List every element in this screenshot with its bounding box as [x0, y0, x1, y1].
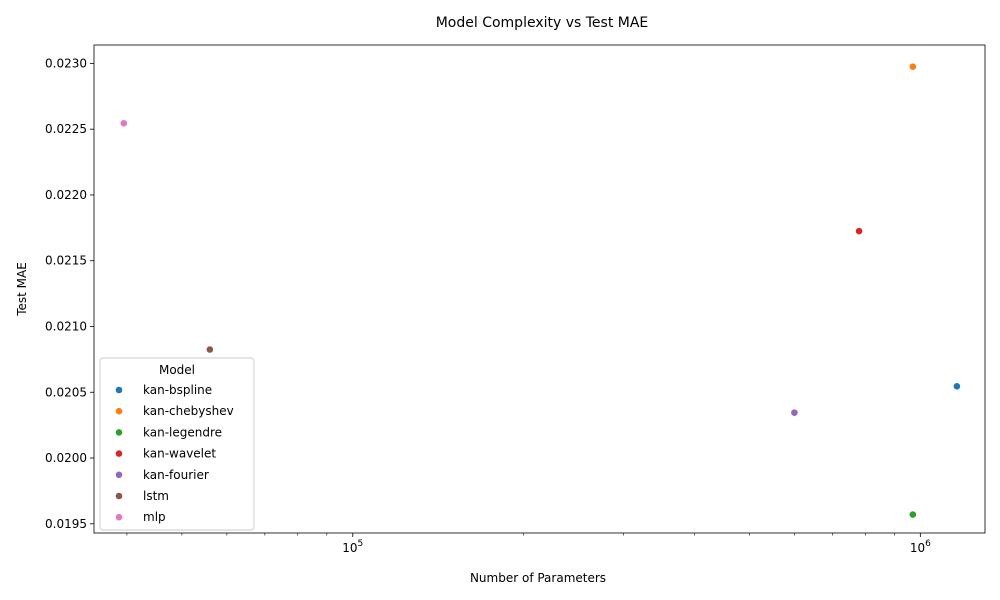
legend-entry-label: lstm: [143, 489, 169, 503]
legend-entry-label: kan-bspline: [143, 383, 212, 397]
legend-marker-kan-wavelet: [115, 449, 123, 458]
axes-ticks: 0.0195 0.0200 0.0205 0.0210 0.0215 0.0220 0.02…: [45, 56, 931, 555]
point-kan-chebyshev: [908, 62, 917, 71]
point-lstm: [205, 345, 214, 354]
x-axis-label: Number of Parameters: [470, 571, 606, 585]
legend-entry-label: kan-chebyshev: [143, 404, 234, 418]
legend-title: Model: [159, 363, 195, 377]
x-tick-label: 105: [342, 539, 363, 555]
plot-frame: [93, 44, 986, 534]
y-tick-label: 0.0200: [45, 451, 87, 465]
legend-marker-kan-legendre: [115, 428, 123, 437]
x-tick-label: 106: [910, 539, 931, 555]
y-tick-label: 0.0210: [45, 319, 87, 333]
y-tick-label: 0.0220: [45, 188, 87, 202]
legend-marker-kan-fourier: [115, 470, 123, 479]
legend-marker-kan-chebyshev: [115, 407, 123, 416]
legend-entry-label: kan-wavelet: [143, 447, 216, 461]
legend-marker-lstm: [115, 492, 123, 500]
y-tick-label: 0.0195: [45, 517, 87, 531]
legend-entry-label: kan-legendre: [143, 425, 222, 439]
point-mlp: [119, 119, 128, 128]
y-tick-label: 0.0205: [45, 385, 87, 399]
point-kan-fourier: [790, 408, 799, 417]
y-tick-label: 0.0230: [45, 56, 87, 70]
point-kan-legendre: [908, 510, 917, 519]
legend-marker-mlp: [115, 513, 123, 522]
point-kan-bspline: [953, 382, 961, 391]
y-tick-label: 0.0225: [45, 122, 87, 136]
legend-box: [99, 357, 255, 531]
y-axis-label: Test MAE: [15, 262, 29, 317]
y-tick-label: 0.0215: [45, 254, 87, 268]
legend-marker-kan-bspline: [115, 386, 123, 394]
data-points: [119, 62, 961, 519]
chart-title: Model Complexity vs Test MAE: [436, 15, 649, 31]
point-kan-wavelet: [855, 227, 863, 236]
legend: Model kan-bspline kan-chebyshev kan-legendr…: [99, 357, 255, 531]
legend-entry-label: mlp: [143, 510, 166, 524]
legend-entry-label: kan-fourier: [143, 468, 209, 482]
